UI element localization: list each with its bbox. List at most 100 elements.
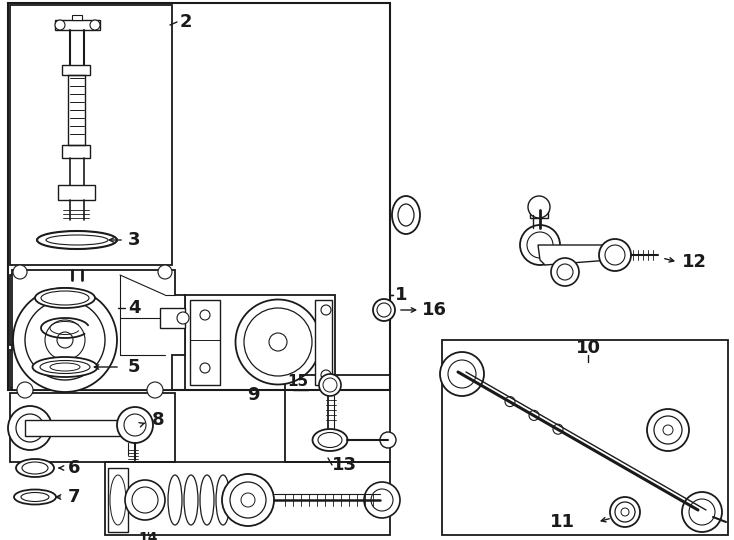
Ellipse shape (40, 361, 90, 374)
Text: 13: 13 (332, 456, 357, 474)
Ellipse shape (236, 300, 321, 384)
Circle shape (321, 370, 331, 380)
Ellipse shape (21, 492, 49, 502)
Circle shape (125, 480, 165, 520)
Polygon shape (25, 420, 140, 436)
Text: 6: 6 (68, 459, 81, 477)
Circle shape (25, 300, 105, 380)
Polygon shape (315, 300, 332, 385)
Circle shape (505, 396, 515, 407)
Ellipse shape (14, 489, 56, 504)
Ellipse shape (621, 508, 629, 516)
Text: 15: 15 (287, 375, 308, 389)
Circle shape (557, 264, 573, 280)
Ellipse shape (398, 204, 414, 226)
Text: 3: 3 (128, 231, 140, 249)
Bar (285, 375, 390, 462)
Polygon shape (12, 270, 185, 390)
Circle shape (13, 288, 117, 392)
Ellipse shape (168, 475, 182, 525)
Circle shape (158, 265, 172, 279)
Circle shape (90, 20, 100, 30)
Polygon shape (72, 15, 82, 20)
Circle shape (599, 239, 631, 271)
Bar (10, 5, 172, 265)
Text: 14: 14 (138, 531, 158, 540)
Bar (185, 295, 335, 390)
Ellipse shape (200, 475, 214, 525)
Circle shape (230, 482, 266, 518)
Circle shape (605, 245, 625, 265)
Ellipse shape (32, 357, 98, 377)
Bar (105, 462, 390, 535)
Ellipse shape (35, 288, 95, 308)
Text: 11: 11 (550, 513, 575, 531)
Circle shape (321, 305, 331, 315)
Text: 7: 7 (68, 488, 81, 506)
Ellipse shape (610, 497, 640, 527)
Circle shape (13, 265, 27, 279)
Polygon shape (62, 65, 90, 75)
Text: 10: 10 (575, 339, 600, 357)
Polygon shape (530, 210, 548, 218)
Circle shape (222, 474, 274, 526)
Ellipse shape (373, 299, 395, 321)
Circle shape (57, 332, 73, 348)
Polygon shape (160, 308, 185, 328)
Circle shape (200, 310, 210, 320)
Ellipse shape (41, 291, 89, 305)
Polygon shape (190, 300, 220, 385)
Circle shape (124, 414, 146, 436)
Ellipse shape (323, 378, 337, 392)
Circle shape (117, 407, 153, 443)
Ellipse shape (647, 409, 689, 451)
Circle shape (241, 493, 255, 507)
Ellipse shape (654, 416, 682, 444)
Ellipse shape (244, 308, 312, 376)
Text: 16: 16 (422, 301, 447, 319)
Ellipse shape (663, 425, 673, 435)
Circle shape (553, 424, 563, 434)
Ellipse shape (318, 433, 342, 448)
Text: 1: 1 (395, 286, 407, 304)
Ellipse shape (269, 333, 287, 351)
Ellipse shape (37, 231, 117, 249)
Ellipse shape (392, 196, 420, 234)
Polygon shape (108, 468, 128, 532)
Polygon shape (55, 20, 100, 30)
Ellipse shape (46, 235, 108, 245)
Circle shape (45, 320, 85, 360)
Ellipse shape (615, 502, 635, 522)
Text: 8: 8 (152, 411, 164, 429)
Circle shape (147, 382, 163, 398)
Ellipse shape (319, 374, 341, 396)
Circle shape (132, 487, 158, 513)
Circle shape (448, 360, 476, 388)
Circle shape (551, 258, 579, 286)
Polygon shape (58, 185, 95, 200)
Circle shape (527, 232, 553, 258)
Circle shape (8, 406, 52, 450)
Circle shape (682, 492, 722, 532)
Circle shape (529, 410, 539, 421)
Text: 5: 5 (128, 358, 140, 376)
Ellipse shape (184, 475, 198, 525)
Circle shape (528, 196, 550, 218)
Ellipse shape (377, 303, 391, 317)
Circle shape (16, 414, 44, 442)
Bar (10, 393, 175, 462)
Ellipse shape (22, 462, 48, 474)
Bar (10, 275, 120, 345)
Circle shape (55, 20, 65, 30)
Circle shape (440, 352, 484, 396)
Text: 12: 12 (682, 253, 707, 271)
Circle shape (371, 489, 393, 511)
Ellipse shape (50, 363, 80, 371)
Circle shape (17, 382, 33, 398)
Polygon shape (62, 145, 90, 158)
Text: 4: 4 (128, 299, 140, 317)
Polygon shape (538, 245, 615, 265)
Ellipse shape (313, 429, 347, 451)
Bar (8, 3, 390, 390)
Text: 9: 9 (247, 386, 259, 404)
